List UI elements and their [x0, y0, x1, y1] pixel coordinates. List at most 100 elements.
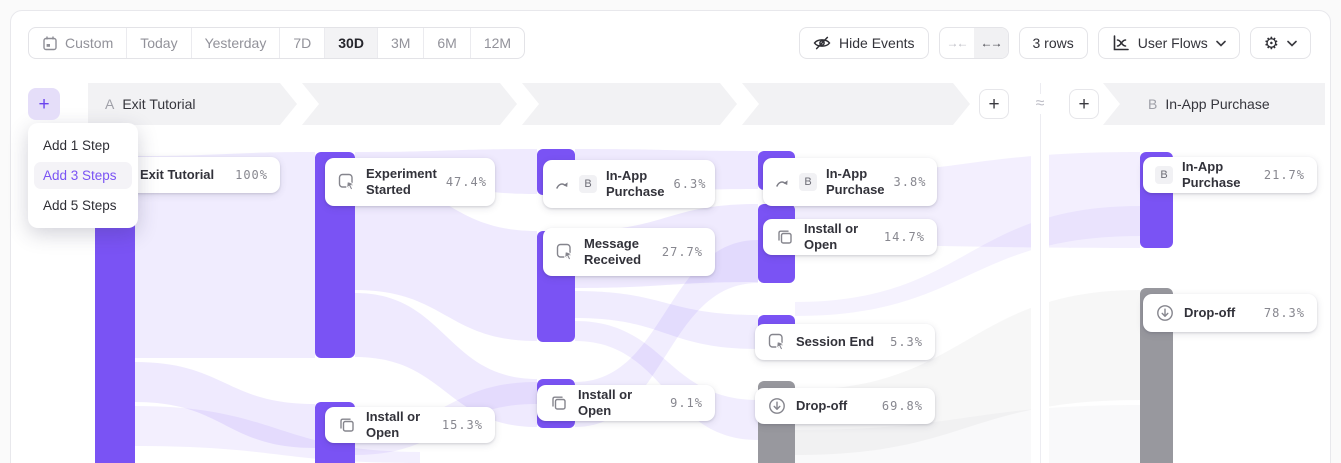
goal-arrow-icon — [775, 175, 790, 189]
menu-item-add-5-steps[interactable]: Add 5 Steps — [43, 198, 117, 213]
flow-a-title: Exit Tutorial — [122, 96, 196, 112]
date-range-yesterday[interactable]: Yesterday — [192, 28, 281, 58]
add-column-button-b[interactable]: + — [1069, 89, 1099, 119]
date-range-7d[interactable]: 7D — [280, 28, 326, 58]
date-range-today[interactable]: Today — [127, 28, 192, 58]
flow-node-drop-off-69[interactable]: Drop-off 69.8% — [755, 388, 935, 424]
plus-icon: + — [1078, 93, 1090, 115]
flow-node-experiment-started[interactable]: Experiment Started 47.4% — [325, 158, 495, 206]
node-percent: 5.3% — [890, 335, 923, 349]
app-event-icon — [337, 415, 357, 435]
custom-event-icon — [767, 332, 787, 352]
node-percent: 78.3% — [1263, 306, 1305, 320]
node-percent: 21.7% — [1263, 168, 1305, 182]
date-range-picker: Custom Today Yesterday 7D 30D 3M 6M 12M — [28, 27, 526, 59]
node-label: Message Received — [584, 235, 642, 267]
flow-node-install-or-open-14[interactable]: Install or Open 14.7% — [763, 219, 937, 255]
flow-node-install-or-open-15[interactable]: Install or Open 15.3% — [325, 407, 495, 443]
node-label: Experiment Started — [366, 165, 437, 197]
node-label: Install or Open — [804, 220, 859, 252]
date-range-label: Custom — [65, 35, 114, 51]
menu-item-add-1-step[interactable]: Add 1 Step — [43, 138, 110, 153]
node-label: Exit Tutorial — [140, 166, 215, 182]
node-label: Drop-off — [796, 397, 848, 413]
drop-off-icon — [1155, 303, 1175, 323]
node-percent: 3.8% — [893, 175, 927, 189]
node-percent: 15.3% — [441, 418, 483, 432]
add-step-button[interactable]: + — [28, 88, 60, 120]
view-selector-label: User Flows — [1137, 35, 1208, 51]
app-event-icon — [549, 393, 569, 413]
expand-arrows-icon: ←→ — [980, 36, 1003, 50]
expand-columns-button[interactable]: ←→ — [973, 28, 1008, 58]
flow-a-prefix: A — [105, 96, 115, 112]
node-percent: 69.8% — [881, 399, 923, 413]
eye-off-icon — [813, 34, 831, 52]
step-band-segment — [302, 83, 517, 125]
step-band-segment — [742, 83, 970, 125]
flow-node-b-drop-off[interactable]: Drop-off 78.3% — [1143, 294, 1317, 332]
add-step-menu: Add 1 Step Add 3 Steps Add 5 Steps — [28, 123, 138, 228]
node-label: In-App Purchase — [1182, 158, 1241, 190]
goal-arrow-icon — [555, 177, 570, 191]
flow-node-b-in-app-purchase[interactable]: B In-App Purchase 21.7% — [1143, 157, 1317, 193]
column-width-toggle: →← ←→ — [938, 27, 1009, 59]
step-b-badge: B — [1155, 166, 1173, 184]
custom-event-icon — [337, 172, 357, 192]
flow-b-title: In-App Purchase — [1165, 96, 1270, 112]
rows-count-label: 3 rows — [1032, 35, 1074, 51]
flow-b-header[interactable]: B In-App Purchase — [1148, 83, 1270, 125]
menu-item-add-3-steps[interactable]: Add 3 Steps — [34, 162, 132, 189]
settings-button[interactable]: ⚙ — [1249, 27, 1311, 59]
add-column-button-a[interactable]: + — [979, 89, 1009, 119]
node-percent: 27.7% — [661, 245, 703, 259]
date-range-30d[interactable]: 30D — [325, 28, 378, 58]
plus-icon: + — [988, 93, 1000, 115]
step-b-badge: B — [579, 175, 597, 193]
chevron-down-icon — [1287, 40, 1297, 47]
flow-node-session-end[interactable]: Session End 5.3% — [755, 324, 935, 360]
approx-break-symbol: ≈ — [1027, 94, 1053, 114]
date-range-12m[interactable]: 12M — [483, 35, 512, 51]
node-label: Session End — [796, 333, 875, 349]
flow-node-in-app-purchase-6[interactable]: B In-App Purchase 6.3% — [543, 160, 715, 208]
collapse-arrows-icon: →← — [946, 36, 969, 50]
date-range-custom[interactable]: Custom — [29, 28, 128, 58]
toolbar-right: Hide Events →← ←→ 3 rows User Flows ⚙ — [799, 27, 1311, 59]
drop-off-icon — [767, 396, 787, 416]
flow-a-header[interactable]: A Exit Tutorial — [105, 83, 195, 125]
rows-count-button[interactable]: 3 rows — [1018, 27, 1088, 59]
chevron-down-icon — [1215, 40, 1226, 47]
plus-icon: + — [38, 93, 50, 115]
node-label: Install or Open — [578, 386, 633, 418]
collapse-columns-button[interactable]: →← — [940, 28, 974, 58]
custom-event-icon — [555, 242, 575, 262]
view-selector-button[interactable]: User Flows — [1097, 27, 1240, 59]
hide-events-label: Hide Events — [839, 35, 915, 51]
flows-chart-icon — [1112, 34, 1130, 52]
flow-node-message-received[interactable]: Message Received 27.7% — [543, 228, 715, 276]
node-label: In-App Purchase — [606, 167, 665, 199]
step-b-badge: B — [799, 173, 817, 191]
node-percent: 47.4% — [445, 175, 487, 189]
flow-b-prefix: B — [1148, 96, 1158, 112]
hide-events-button[interactable]: Hide Events — [799, 27, 929, 59]
step-band-segment — [88, 83, 297, 125]
node-label: Install or Open — [366, 408, 421, 440]
calendar-icon — [42, 35, 58, 51]
date-range-6m[interactable]: 6M — [424, 28, 471, 58]
node-label: Drop-off — [1184, 304, 1236, 320]
date-range-3m[interactable]: 3M — [378, 28, 425, 58]
app-event-icon — [775, 227, 795, 247]
step-band-segment — [522, 83, 737, 125]
node-percent: 14.7% — [883, 230, 925, 244]
flow-node-install-or-open-9[interactable]: Install or Open 9.1% — [537, 385, 715, 421]
node-percent: 100% — [235, 168, 268, 182]
node-percent: 9.1% — [670, 396, 703, 410]
flow-node-in-app-purchase-3[interactable]: B In-App Purchase 3.8% — [763, 158, 937, 206]
node-percent: 6.3% — [673, 177, 707, 191]
section-divider-line — [1040, 83, 1041, 463]
node-label: In-App Purchase — [826, 165, 885, 197]
flow-node-exit-tutorial[interactable]: Exit Tutorial 100% — [128, 157, 280, 193]
